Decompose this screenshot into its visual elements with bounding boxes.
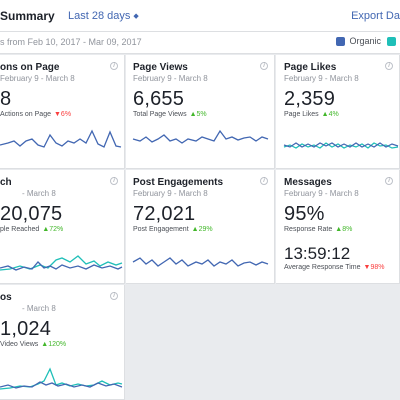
info-icon[interactable]: i [110, 62, 118, 70]
trend-up-icon: ▲ [335, 226, 343, 233]
card-value: 72,021 [133, 203, 196, 225]
card-subtitle: Total Page Views ▲5% [133, 111, 207, 118]
response-time-value: 13:59:12 [284, 244, 351, 263]
card-value: 95% [284, 203, 325, 225]
sparkline-paid [0, 367, 123, 390]
card-value: 1,024 [0, 318, 52, 340]
card-value: 20,075 [0, 203, 63, 225]
card-subtitle: Post Engagement ▲29% [133, 226, 213, 233]
chevron-down-icon: ◆ [133, 13, 139, 20]
chart-legend: Organic [330, 36, 400, 46]
card-date: February 9 - March 8 [284, 189, 359, 198]
card-date: February 9 - March 8 [0, 74, 75, 83]
sparkline-reach [0, 255, 123, 271]
card-value: 8 [0, 88, 12, 110]
sparkline-organic [283, 142, 399, 148]
card-subtitle: Video Views ▲120% [0, 341, 66, 348]
card-subtitle: Response Rate ▲8% [284, 226, 352, 233]
card-sub-label: Actions on Page [0, 111, 51, 118]
sparkline-organic [0, 129, 122, 148]
sparkline-organic [132, 129, 269, 144]
card-post-engagements[interactable]: Post Engagements i February 9 - March 8 … [126, 170, 275, 284]
info-icon[interactable]: i [110, 177, 118, 185]
sparkline-actions [0, 129, 122, 148]
card-date: - March 8 [22, 189, 56, 198]
info-icon[interactable]: i [260, 177, 268, 185]
sparkline-post-engagements [132, 257, 269, 267]
sparkline-organic [132, 257, 269, 267]
info-icon[interactable]: i [385, 177, 393, 185]
trend-up-icon: ▲ [42, 226, 50, 233]
trend-down-icon: ▼ [363, 264, 371, 271]
legend-swatch-organic [336, 36, 346, 46]
card-page-views[interactable]: Page Views i February 9 - March 8 6,655 … [126, 55, 275, 169]
date-range-label: Last 28 days [68, 10, 131, 22]
date-range-bar: s from Feb 10, 2017 - Mar 09, 2017 Organ… [0, 32, 400, 54]
card-title: Page Likes [284, 62, 337, 73]
card-value: 6,655 [133, 88, 185, 110]
legend-label-organic: Organic [349, 36, 381, 46]
sparkline-organic [0, 381, 123, 389]
info-icon[interactable]: i [260, 62, 268, 70]
card-subtitle: Actions on Page ▼6% [0, 111, 71, 118]
card-change: 120% [48, 341, 67, 348]
card-title: os [0, 292, 12, 303]
legend-item-organic[interactable]: Organic [336, 36, 381, 46]
card-sub-label: ple Reached [0, 226, 40, 233]
card-change: 8% [342, 226, 353, 233]
date-range-dropdown[interactable]: Last 28 days ◆ [68, 10, 139, 22]
sparkline-page-likes [283, 142, 399, 149]
trend-up-icon: ▲ [191, 226, 199, 233]
legend-swatch-paid [387, 36, 396, 46]
sparkline-videos [0, 367, 123, 390]
card-subtitle: Page Likes ▲4% [284, 111, 339, 118]
card-sub-label: Total Page Views [133, 111, 187, 118]
summary-header: Summary Last 28 days ◆ Export Da [0, 0, 400, 32]
response-time-label: Average Response Time [284, 264, 361, 271]
card-page-likes[interactable]: Page Likes i February 9 - March 8 2,359 … [276, 55, 400, 169]
card-sub-label: Post Engagement [133, 226, 189, 233]
trend-up-icon: ▲ [41, 341, 49, 348]
card-change: 4% [328, 111, 339, 118]
card-change: 6% [60, 111, 72, 118]
sparkline-organic [0, 261, 123, 271]
card-date: February 9 - March 8 [284, 74, 359, 83]
card-change: 72% [49, 226, 64, 233]
legend-item-paid[interactable] [387, 36, 400, 46]
card-reach[interactable]: ch i - March 8 20,075 ple Reached ▲72% [0, 170, 125, 284]
export-data-link[interactable]: Export Da [351, 10, 400, 22]
card-actions-on-page[interactable]: ons on Page i February 9 - March 8 8 Act… [0, 55, 125, 169]
card-subtitle: ple Reached ▲72% [0, 226, 63, 233]
card-title: Page Views [133, 62, 188, 73]
card-date: February 9 - March 8 [133, 189, 208, 198]
card-title: ons on Page [0, 62, 60, 73]
card-title: Messages [284, 177, 332, 188]
trend-up-icon: ▲ [189, 111, 197, 118]
response-time-subtitle: Average Response Time ▼98% [284, 264, 384, 271]
sparkline-page-views [132, 129, 269, 144]
trend-down-icon: ▼ [53, 111, 61, 118]
card-videos[interactable]: os i - March 8 1,024 Video Views ▲120% [0, 285, 125, 400]
card-date: February 9 - March 8 [133, 74, 208, 83]
card-change: 5% [196, 111, 207, 118]
card-date: - March 8 [22, 304, 56, 313]
card-messages[interactable]: Messages i February 9 - March 8 95% Resp… [276, 170, 400, 284]
date-range-text: s from Feb 10, 2017 - Mar 09, 2017 [0, 37, 142, 47]
card-value: 2,359 [284, 88, 336, 110]
info-icon[interactable]: i [385, 62, 393, 70]
trend-up-icon: ▲ [321, 111, 329, 118]
response-time-change: 98% [370, 264, 385, 271]
page-title: Summary [0, 9, 55, 23]
card-title: ch [0, 177, 12, 188]
card-title: Post Engagements [133, 177, 224, 188]
card-sub-label: Page Likes [284, 111, 319, 118]
card-change: 29% [198, 226, 213, 233]
card-sub-label: Video Views [0, 341, 39, 348]
card-sub-label: Response Rate [284, 226, 333, 233]
info-icon[interactable]: i [110, 292, 118, 300]
